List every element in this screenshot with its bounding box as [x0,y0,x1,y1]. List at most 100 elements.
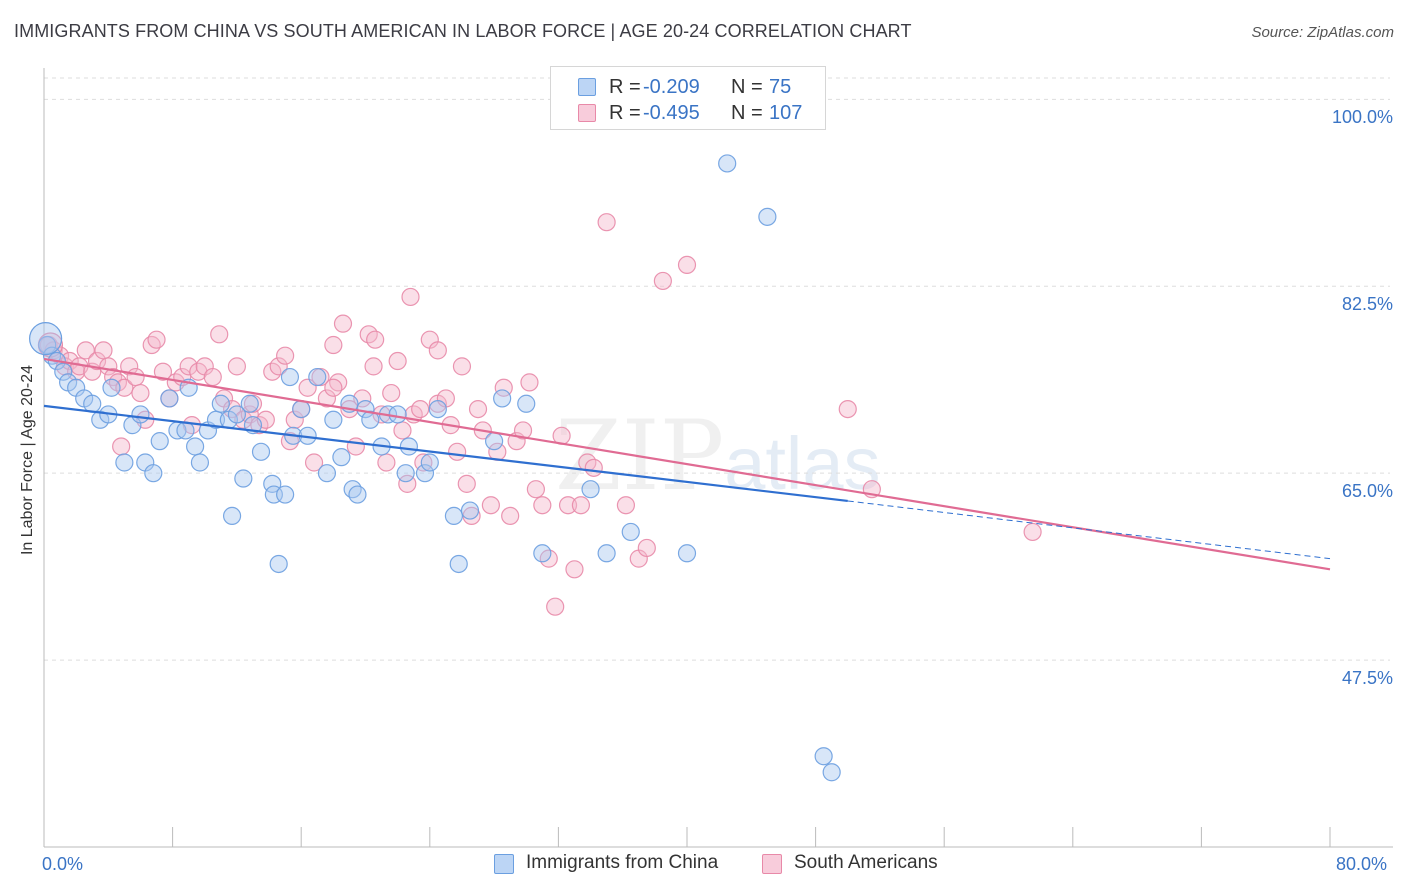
china-point [420,453,439,472]
china-point [186,437,205,456]
series-legend: Immigrants from China South Americans [0,852,1406,878]
legend-n-value: 75 [769,76,792,98]
china-point [677,544,697,563]
china-point [102,378,121,397]
south-americans-point [87,351,107,371]
south-americans-point [222,399,242,419]
south-americans-point [210,325,229,344]
china-point [308,367,327,387]
chart-title: IMMIGRANTS FROM CHINA VS SOUTH AMERICAN … [14,21,912,41]
south-americans-point [838,399,857,419]
china-point [54,362,73,381]
source-credit: Source: ZipAtlas.com [1251,24,1394,41]
south-americans-point [526,480,545,499]
china-point [115,453,134,472]
y-tick-label: 82.5% [1341,294,1393,315]
south-americans-point [428,341,447,360]
china-point [332,448,351,467]
legend-swatch-china [578,78,596,96]
china-point [131,405,150,424]
china-point [493,389,512,408]
china-point [176,421,195,440]
china-point [251,442,271,461]
china-point [444,506,464,526]
south-americans-point [227,357,246,376]
china-point [449,554,468,574]
south-americans-point [94,341,113,360]
legend-n-label: N = [731,102,763,124]
south-americans-point [364,357,383,376]
south-americans-point [468,399,488,419]
south-americans-point [452,357,472,376]
south-americans-point [366,330,385,349]
china-points [29,90,841,782]
china-point [144,464,163,483]
south-americans-point [120,357,139,376]
south-americans-point [333,314,353,333]
china-point [190,453,210,472]
south-americans-point [653,271,672,291]
south-americans-point [304,453,324,472]
y-tick-label: 100.0% [1331,107,1393,128]
south-americans-point [501,506,520,526]
south-americans-point [346,437,365,456]
legend-r-label: R = [609,102,641,124]
legend-label-china: Immigrants from China [526,852,719,873]
south-americans-point [329,373,348,392]
south-americans-point [1023,522,1042,542]
south-americans-point [571,496,591,515]
china-point [388,405,407,424]
china-point [597,544,616,563]
south-americans-point [269,357,288,376]
china-point [234,469,253,488]
south-americans-point [616,496,636,515]
china-point [83,394,102,413]
south-americans-point [388,351,407,371]
china-point [517,394,536,413]
china-point [240,394,259,413]
legend-label-south-americans: South Americans [794,852,938,873]
china-trend-extension [847,500,1331,560]
y-axis-label: In Labor Force | Age 20-24 [19,364,36,556]
south-americans-point [677,255,697,275]
south-americans-point [637,538,656,558]
china-point [280,367,300,387]
legend-n-label: N = [731,76,763,98]
south-americans-point [76,341,95,360]
south-americans-point [179,357,198,376]
x-tick-max: 80.0% [1336,854,1388,874]
south-americans-point [115,378,134,397]
axes [43,68,1393,848]
south-americans-point [203,367,222,387]
south-americans-point [546,597,565,616]
south-americans-point [393,421,412,440]
south-americans-point [513,421,533,440]
south-americans-point [276,346,295,365]
south-americans-point [285,410,304,429]
china-point [396,464,415,483]
china-point [227,405,246,424]
south-americans-point [401,287,420,307]
china-point [160,389,179,408]
south-americans-point [324,378,343,397]
china-point [38,335,57,355]
china-point [399,437,419,456]
legend-r-label: R = [609,76,641,98]
china-point [324,410,343,429]
china-point [485,432,504,451]
legend-r-value: -0.495 [643,102,700,124]
china-point [348,485,367,504]
china-point-cluster [29,322,63,356]
china-point [343,480,362,499]
correlation-legend: R = -0.209 N = 75 R = -0.495 N = 107 [550,66,826,130]
south-americans-point [558,496,578,515]
south-americans-point [520,373,539,392]
legend-swatch-china [494,854,514,874]
south-americans-point [597,213,616,232]
china-point [292,399,311,419]
south-americans-trend-line [43,357,1331,571]
south-americans-point [317,389,337,408]
south-americans-point [448,442,467,461]
x-tick-min: 0.0% [42,854,84,874]
